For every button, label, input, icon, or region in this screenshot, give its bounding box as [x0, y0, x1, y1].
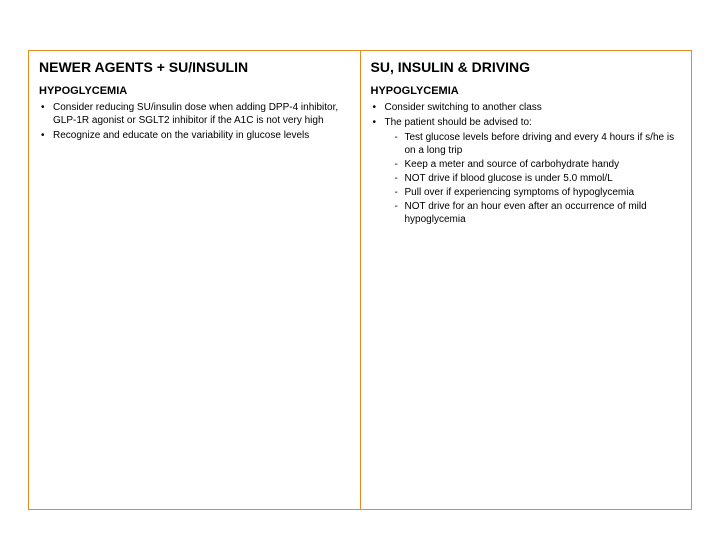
- list-item-label: The patient should be advised to:: [385, 117, 532, 128]
- list-item: The patient should be advised to: Test g…: [371, 116, 682, 226]
- list-item: Test glucose levels before driving and e…: [385, 131, 682, 157]
- right-subtitle: HYPOGLYCEMIA: [371, 85, 682, 97]
- left-bullet-list: Consider reducing SU/insulin dose when a…: [39, 101, 350, 142]
- two-column-panel: NEWER AGENTS + SU/INSULIN HYPOGLYCEMIA C…: [28, 50, 692, 510]
- left-subtitle: HYPOGLYCEMIA: [39, 85, 350, 97]
- list-item: Recognize and educate on the variability…: [39, 129, 350, 142]
- list-item: Consider reducing SU/insulin dose when a…: [39, 101, 350, 127]
- left-column: NEWER AGENTS + SU/INSULIN HYPOGLYCEMIA C…: [29, 51, 361, 509]
- right-sub-list: Test glucose levels before driving and e…: [385, 131, 682, 226]
- list-item: Consider switching to another class: [371, 101, 682, 114]
- left-title: NEWER AGENTS + SU/INSULIN: [39, 59, 350, 75]
- right-title: SU, INSULIN & DRIVING: [371, 59, 682, 75]
- list-item: Pull over if experiencing symptoms of hy…: [385, 186, 682, 199]
- list-item: Keep a meter and source of carbohydrate …: [385, 158, 682, 171]
- right-bullet-list: Consider switching to another class The …: [371, 101, 682, 226]
- right-column: SU, INSULIN & DRIVING HYPOGLYCEMIA Consi…: [361, 51, 692, 509]
- list-item: NOT drive for an hour even after an occu…: [385, 200, 682, 226]
- list-item: NOT drive if blood glucose is under 5.0 …: [385, 172, 682, 185]
